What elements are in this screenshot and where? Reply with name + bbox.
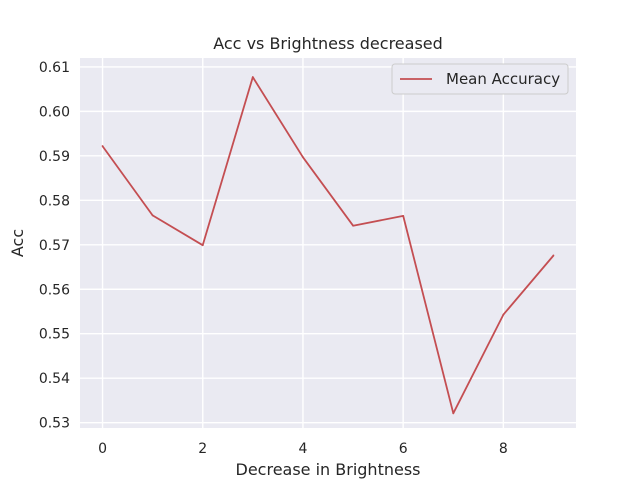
data-point: [452, 412, 455, 415]
y-tick-label: 0.54: [39, 371, 70, 387]
data-point: [201, 244, 204, 247]
y-tick-label: 0.61: [39, 60, 70, 76]
series-layer: [101, 76, 555, 415]
y-tick-label: 0.55: [39, 327, 70, 343]
y-tick-label: 0.60: [39, 104, 70, 120]
x-tick-label: 2: [198, 441, 207, 457]
data-point: [302, 156, 304, 159]
x-axis-ticks: 0 2 4 6 8: [98, 441, 508, 457]
y-tick-label: 0.53: [39, 416, 70, 432]
data-point: [251, 76, 254, 79]
legend: Mean Accuracy: [391, 63, 569, 95]
y-axis-label: Acc: [8, 229, 27, 257]
y-tick-label: 0.56: [39, 282, 70, 298]
x-tick-label: 4: [298, 441, 307, 457]
y-tick-label: 0.59: [39, 149, 70, 165]
x-axis-label: Decrease in Brightness: [236, 460, 421, 479]
data-point: [352, 224, 354, 227]
data-point: [101, 145, 104, 147]
chart-title: Acc vs Brightness decreased: [213, 34, 443, 53]
y-tick-label: 0.58: [39, 193, 70, 209]
plot-area: [80, 58, 576, 428]
data-point: [402, 214, 405, 217]
series-line-mean-accuracy: [101, 76, 555, 415]
y-tick-label: 0.57: [39, 238, 70, 254]
y-axis-ticks: 0.53 0.54 0.55 0.56 0.57 0.58 0.59 0.60 0.61: [39, 60, 70, 432]
x-tick-label: 8: [499, 441, 508, 457]
x-tick-label: 0: [98, 441, 107, 457]
x-tick-label: 6: [399, 441, 408, 457]
legend-box: [391, 63, 569, 95]
legend-label: Mean Accuracy: [446, 70, 560, 88]
data-point: [502, 313, 505, 316]
data-point: [151, 214, 154, 217]
data-point: [552, 254, 555, 257]
